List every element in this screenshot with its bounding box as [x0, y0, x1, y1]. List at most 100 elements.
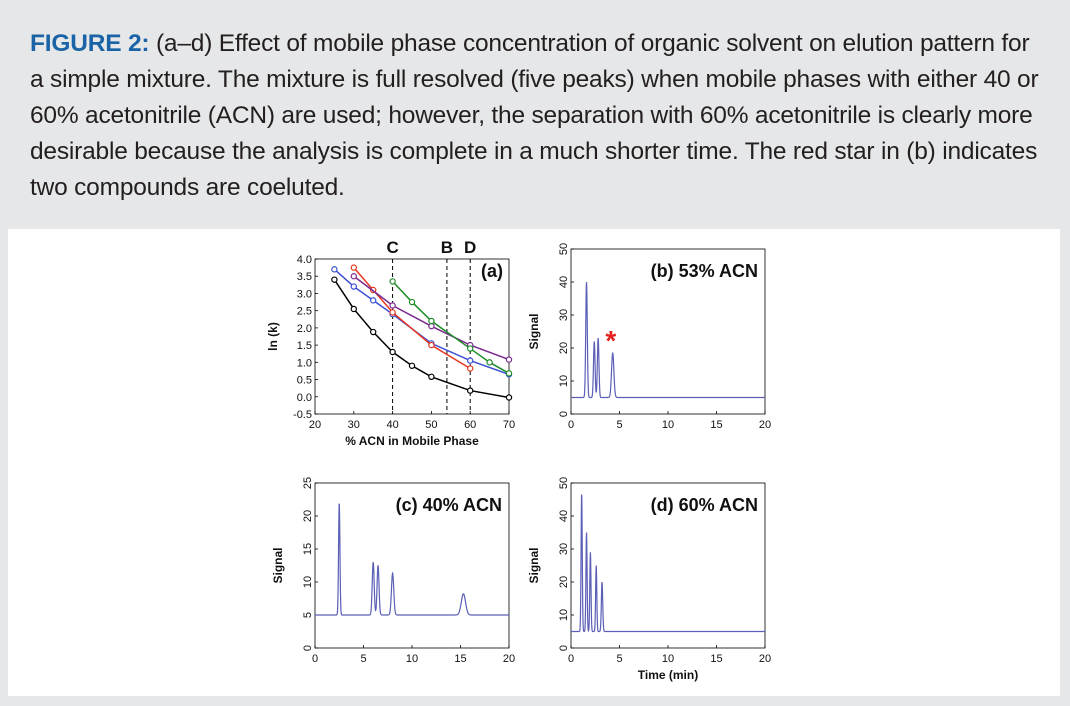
reference-label-b: B: [441, 238, 453, 257]
figure-panel: 20 30 40 50 60 70 -0.5 0.0 0.5 1.0 1.5 2.0 2.5 3.0 3.5…: [8, 229, 1060, 696]
y-tick-label: 15: [302, 543, 314, 555]
y-axis-label: Signal: [527, 547, 541, 583]
y-tick-label: 3.5: [297, 271, 312, 283]
y-tick-label: 2.5: [297, 306, 312, 318]
x-tick-label: 60: [464, 419, 476, 431]
x-tick-label: 30: [348, 419, 360, 431]
series-1-point: [467, 387, 474, 394]
x-tick-label: 0: [568, 419, 574, 431]
figure-caption: FIGURE 2: (a–d) Effect of mobile phase c…: [30, 26, 1040, 206]
series-3-point: [428, 341, 435, 349]
x-axis-label: Time (min): [638, 668, 698, 682]
y-tick-label: 10: [558, 375, 570, 387]
series-5-point: [408, 298, 416, 306]
series-5-point: [505, 370, 513, 377]
x-tick-label: 5: [616, 419, 622, 431]
series-3-point: [350, 264, 357, 271]
caption-text: (a–d) Effect of mobile phase concentrati…: [30, 30, 1039, 201]
coelution-star-icon: *: [605, 325, 616, 356]
series-4-point: [350, 273, 357, 280]
y-tick-label: 3.0: [297, 288, 312, 300]
y-tick-label: 1.0: [297, 357, 312, 369]
x-tick-label: 70: [503, 419, 515, 431]
x-tick-label: 0: [568, 653, 574, 665]
series-3-point: [467, 365, 474, 372]
panel-title: (d) 60% ACN: [651, 495, 758, 515]
y-tick-label: 0: [558, 411, 570, 417]
x-tick-label: 10: [406, 653, 418, 665]
y-tick-label: 0.0: [297, 392, 312, 404]
chromatogram-trace: [571, 281, 765, 399]
y-tick-label: 2.0: [297, 323, 312, 335]
chart-c: 0 5 10 15 20 0 5 10 15 20 25 Signal (c) 40% ACN: [271, 477, 515, 665]
series-5-point: [467, 345, 474, 352]
series-4-point: [428, 322, 435, 330]
y-tick-label: 1.5: [297, 340, 312, 352]
chromatogram-trace: [571, 494, 765, 633]
series-2-point: [370, 297, 377, 304]
y-tick-label: 5: [302, 612, 314, 618]
figure-label: FIGURE 2:: [30, 30, 150, 57]
series-5-point: [486, 359, 493, 366]
y-tick-label: 40: [558, 276, 570, 288]
series-4-point: [505, 356, 513, 363]
x-tick-label: 5: [616, 653, 622, 665]
series-4-point: [389, 302, 396, 309]
y-tick-label: 4.0: [297, 254, 312, 266]
y-tick-label: 0.5: [297, 375, 312, 387]
series-5-point: [389, 278, 396, 285]
x-tick-label: 15: [454, 653, 466, 665]
panel-title: (a): [481, 261, 503, 281]
y-tick-label: -0.5: [293, 409, 312, 421]
x-tick-label: 20: [503, 653, 515, 665]
series-2-point: [331, 266, 338, 273]
series-1-point: [408, 362, 416, 369]
y-tick-label: 0: [302, 645, 314, 651]
y-axis-label: Signal: [527, 313, 541, 349]
y-axis-label: Signal: [271, 547, 285, 583]
y-tick-label: 20: [558, 342, 570, 354]
x-axis-label: % ACN in Mobile Phase: [345, 434, 479, 448]
chart-a: 20 30 40 50 60 70 -0.5 0.0 0.5 1.0 1.5 2.0 2.5 3.0 3.5…: [266, 238, 515, 448]
y-tick-label: 50: [558, 243, 570, 255]
chart-b: 0 5 10 15 20 0 10 20 30 40 50 Signal (b) 53% ACN *: [527, 243, 771, 431]
x-tick-label: 40: [386, 419, 398, 431]
x-tick-label: 15: [710, 419, 722, 431]
y-tick-label: 50: [558, 477, 570, 489]
y-tick-label: 40: [558, 510, 570, 522]
series-1-point: [331, 276, 338, 283]
series-1-point: [370, 328, 377, 336]
y-tick-label: 0: [558, 645, 570, 651]
figure-svg: 20 30 40 50 60 70-0.50.00.51.01.52.02.53.03.5…: [266, 238, 771, 682]
y-tick-label: 20: [302, 510, 314, 522]
x-tick-label: 5: [360, 653, 366, 665]
x-tick-label: 20: [759, 653, 771, 665]
series-3-point: [389, 309, 396, 316]
y-tick-label: 30: [558, 543, 570, 555]
y-axis-label: ln (k): [266, 322, 280, 351]
y-tick-label: 10: [302, 576, 314, 588]
series-1-point: [505, 394, 513, 401]
reference-label-c: C: [386, 238, 398, 257]
x-tick-label: 20: [309, 419, 321, 431]
series-2-point: [467, 357, 474, 364]
series-1-point: [428, 373, 435, 380]
x-tick-label: 0: [312, 653, 318, 665]
x-tick-label: 10: [662, 419, 674, 431]
series-2-point: [350, 283, 357, 290]
series-1-point: [389, 348, 396, 356]
y-tick-label: 25: [302, 477, 314, 489]
x-tick-label: 20: [759, 419, 771, 431]
x-tick-label: 50: [425, 419, 437, 431]
x-tick-label: 15: [710, 653, 722, 665]
plot-frame: [314, 258, 510, 415]
chart-d: 0 5 10 15 20 0 10 20 30 40 50 Signal Time (min) (d) 6…: [527, 477, 771, 682]
x-tick-label: 10: [662, 653, 674, 665]
series-1-point: [350, 305, 357, 313]
series-5-line: [392, 280, 510, 375]
panel-title: (c) 40% ACN: [396, 495, 502, 515]
series-5-point: [428, 317, 435, 325]
series-2-line: [333, 268, 510, 376]
chromatogram-trace: [315, 503, 509, 616]
y-tick-label: 10: [558, 609, 570, 621]
